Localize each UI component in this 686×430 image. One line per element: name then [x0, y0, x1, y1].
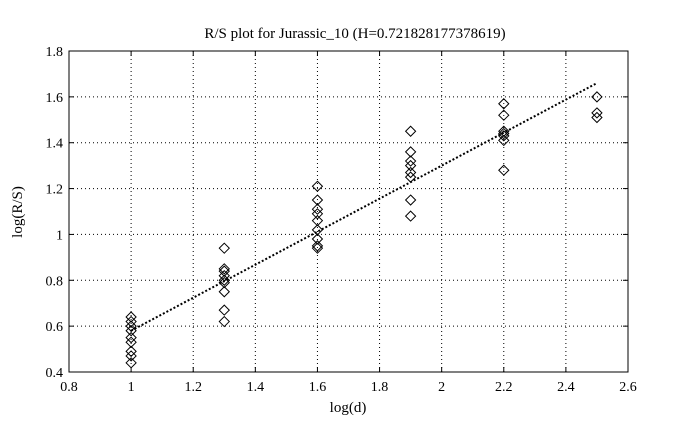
- x-tick-label: 1: [128, 380, 135, 395]
- data-point-diamond: [311, 208, 324, 220]
- data-point-diamond: [404, 171, 417, 183]
- data-point-diamond: [125, 357, 137, 369]
- data-point-diamond: [311, 224, 324, 236]
- data-point-diamond: [125, 311, 137, 323]
- data-point-diamond: [498, 98, 510, 110]
- data-point-diamond: [498, 164, 510, 176]
- data-point-diamond: [218, 315, 230, 328]
- y-tick-label: 1.2: [46, 183, 64, 198]
- data-point-diamond: [311, 242, 324, 254]
- y-tick-label: 1: [56, 228, 63, 243]
- data-point-diamond: [311, 233, 324, 245]
- data-point-diamond: [218, 304, 230, 316]
- data-point-diamond: [498, 130, 510, 142]
- ticks-layer: 0.8 1 1.2 1.4 1.6 1.8 2 2.2 2.4 2.6 0.4 0.6 0.8 1 1.2 1…: [46, 45, 637, 395]
- x-tick-label: 1.6: [309, 380, 327, 395]
- data-point-diamond: [404, 194, 417, 206]
- x-tick-label: 1.8: [371, 380, 389, 395]
- data-point-diamond: [311, 203, 324, 215]
- data-point-diamond: [591, 91, 603, 103]
- data-point-diamond: [218, 263, 230, 275]
- y-tick-label: 1.4: [46, 137, 64, 152]
- data-point-diamond: [311, 240, 324, 252]
- data-point-diamond: [218, 242, 230, 254]
- plot-frame: [68, 50, 629, 373]
- data-point-diamond: [498, 134, 510, 147]
- data-point-diamond: [404, 125, 417, 137]
- points-layer: [125, 91, 603, 369]
- y-tick-label: 0.8: [46, 274, 64, 289]
- x-axis-label: log(d): [330, 400, 367, 416]
- data-point-diamond: [404, 210, 417, 222]
- data-point-diamond: [311, 180, 324, 192]
- data-point-diamond: [125, 315, 137, 328]
- x-tick-label: 1.4: [247, 380, 265, 395]
- y-tick-label: 1.8: [46, 45, 64, 60]
- grid-layer: [69, 51, 628, 372]
- x-tick-label: 1.2: [184, 380, 202, 395]
- x-tick-label: 2.4: [557, 380, 575, 395]
- data-point-diamond: [498, 127, 510, 140]
- x-tick-label: 0.8: [60, 380, 78, 395]
- x-tick-label: 2.6: [619, 380, 637, 395]
- data-point-diamond: [218, 276, 230, 289]
- data-point-diamond: [218, 286, 230, 298]
- fit-line: [130, 82, 598, 332]
- data-point-diamond: [498, 125, 510, 137]
- x-tick-label: 2: [438, 380, 445, 395]
- data-point-diamond: [125, 345, 137, 358]
- y-tick-label: 0.4: [46, 366, 64, 381]
- data-point-diamond: [404, 159, 417, 172]
- data-point-diamond: [218, 269, 230, 282]
- x-tick-label: 2.2: [495, 380, 513, 395]
- data-point-diamond: [125, 336, 137, 348]
- data-point-diamond: [591, 111, 603, 124]
- y-axis-label: log(R/S): [10, 186, 26, 238]
- data-point-diamond: [125, 325, 137, 337]
- data-point-diamond: [125, 320, 137, 332]
- y-tick-label: 0.6: [46, 320, 64, 335]
- data-point-diamond: [404, 166, 417, 179]
- data-point-diamond: [404, 146, 417, 158]
- data-point-diamond: [311, 194, 324, 206]
- data-point-diamond: [218, 274, 230, 286]
- data-point-diamond: [498, 109, 510, 121]
- data-point-diamond: [311, 214, 324, 227]
- data-point-diamond: [591, 107, 603, 119]
- fit-layer: [130, 82, 598, 332]
- data-point-diamond: [125, 331, 137, 344]
- y-tick-label: 1.6: [46, 91, 64, 106]
- data-point-diamond: [404, 155, 417, 167]
- chart-title: R/S plot for Jurassic_10 (H=0.7218281773…: [204, 26, 505, 42]
- data-point-diamond: [218, 265, 230, 277]
- data-point-diamond: [125, 350, 137, 362]
